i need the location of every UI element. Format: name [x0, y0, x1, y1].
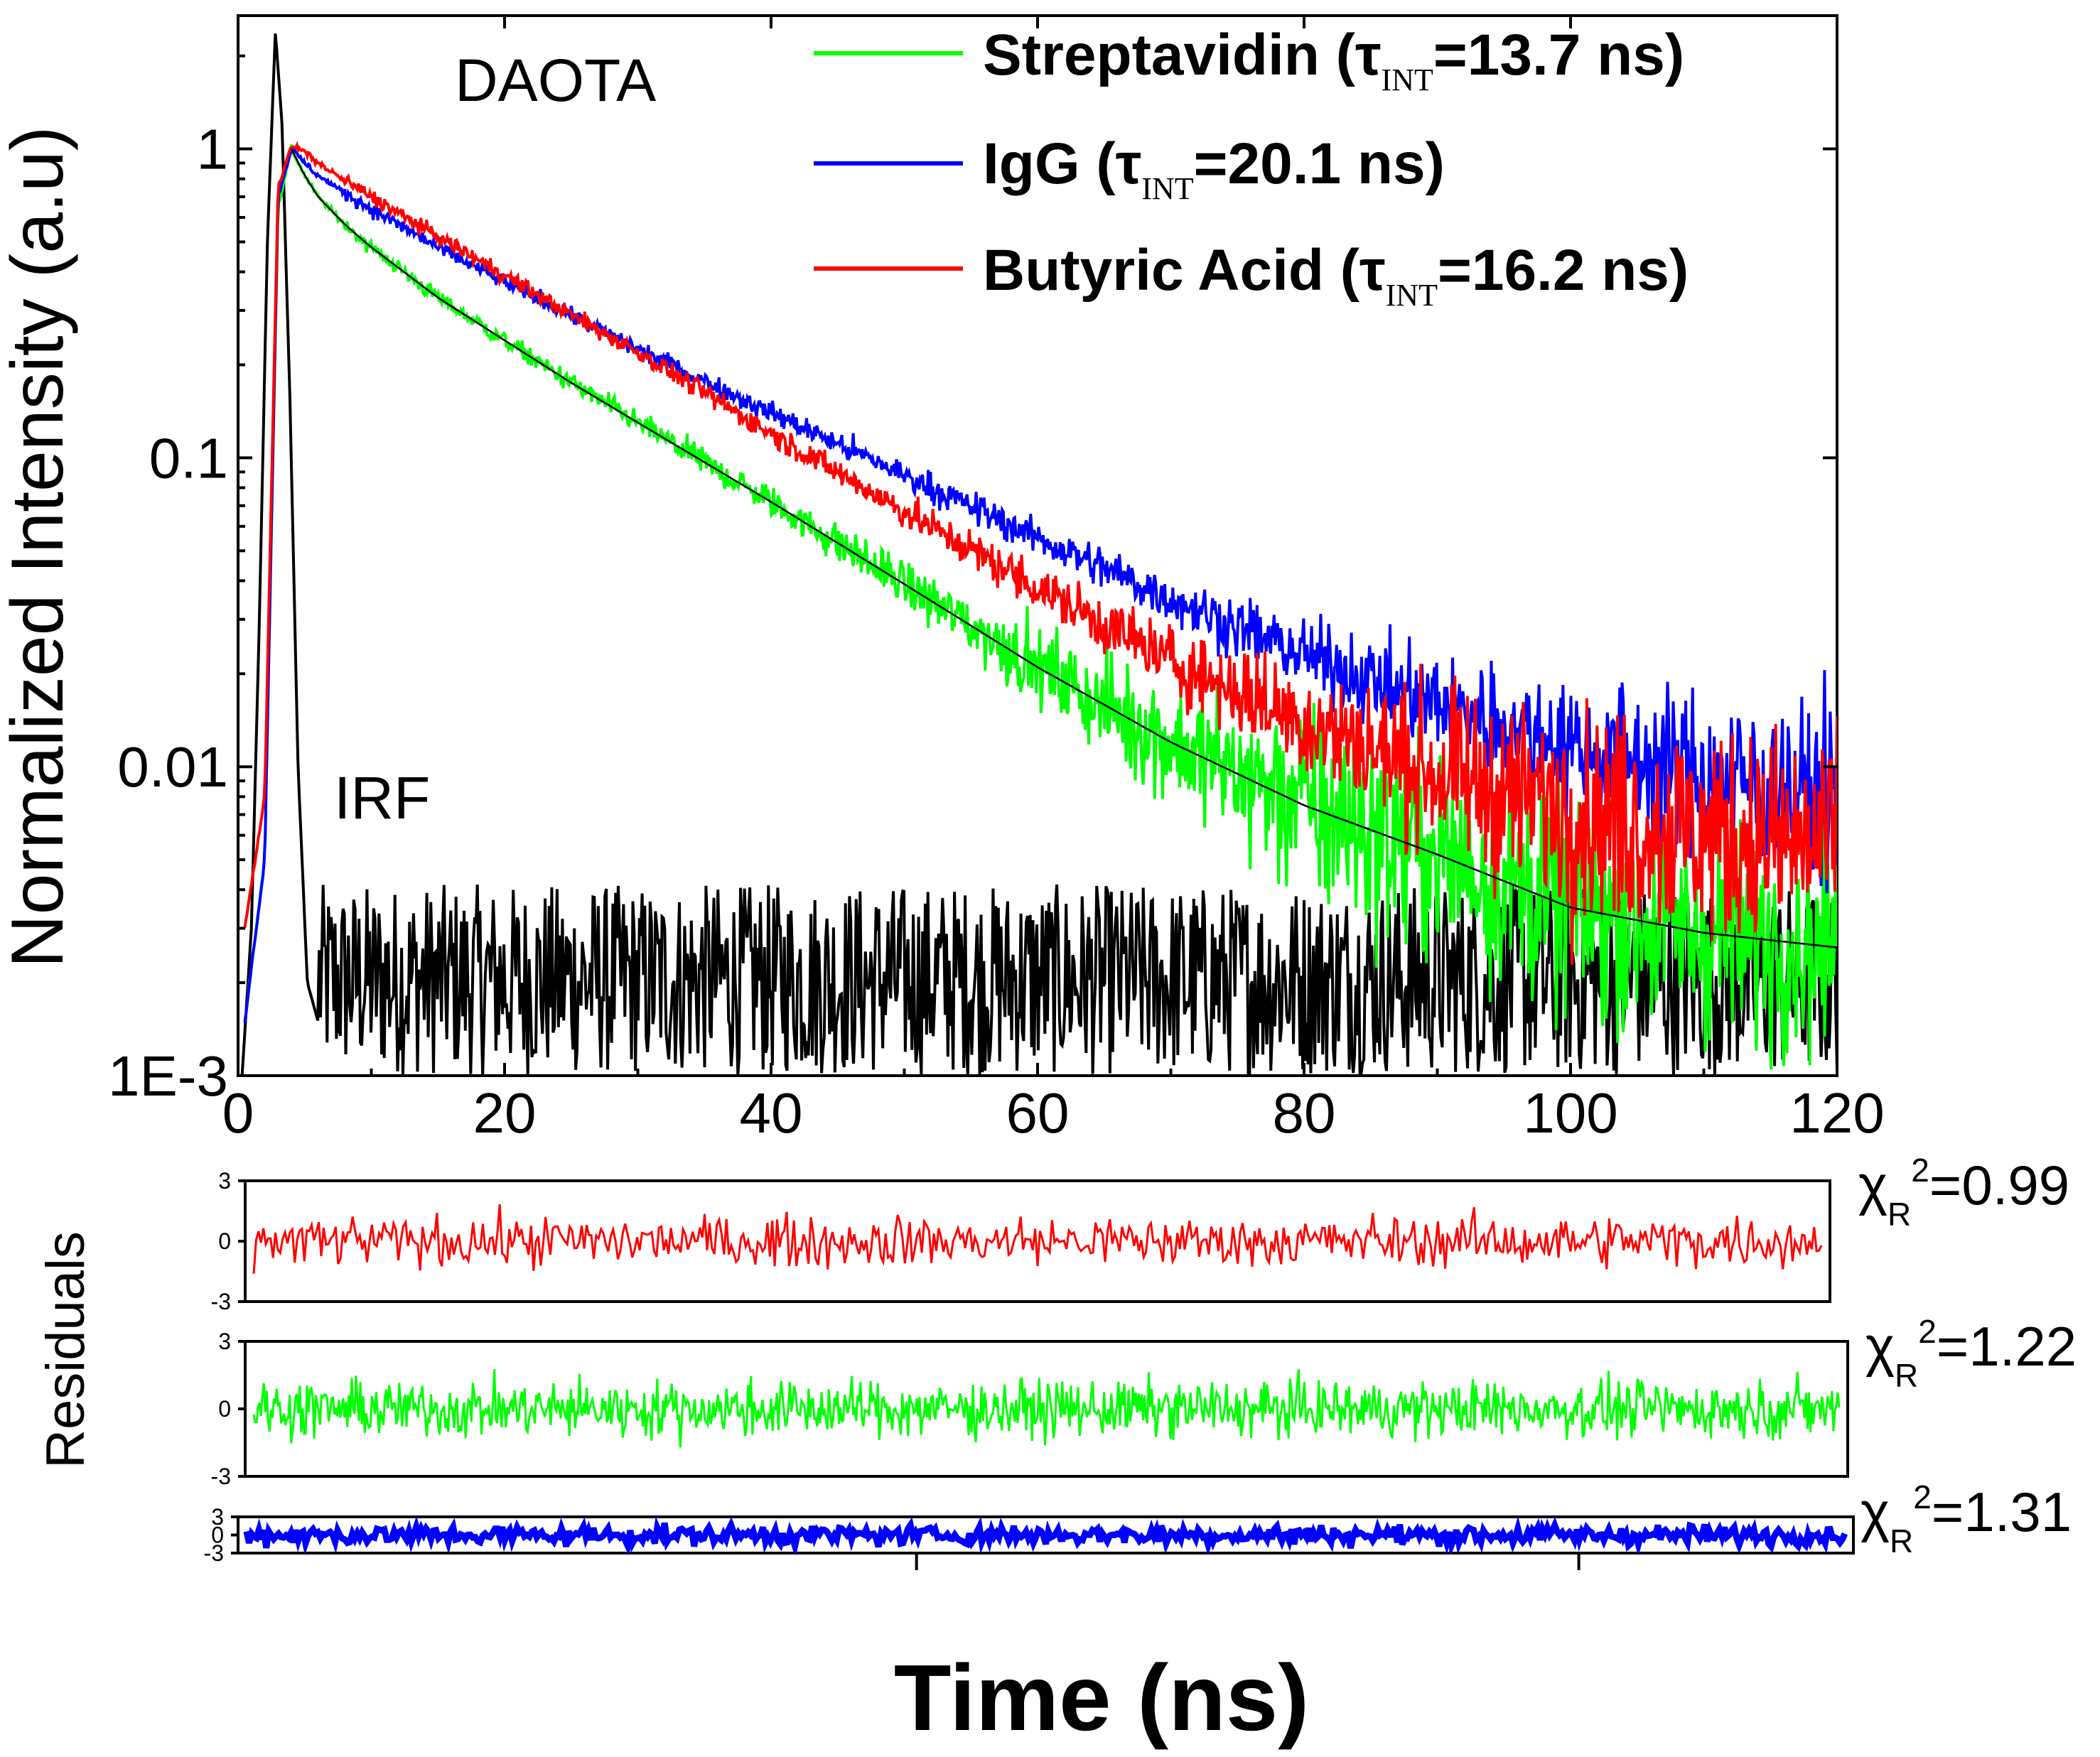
legend-label-streptavidin: Streptavidin (τINT=13.7 ns): [983, 23, 1684, 97]
x-tick-label: 0: [222, 1081, 254, 1145]
y-axis-label: Normalized Intensity (a.u): [0, 126, 79, 968]
residuals-axis-label: Residuals: [36, 1231, 96, 1469]
x-tick-label: 20: [473, 1081, 537, 1145]
residual-trace: [252, 1368, 1841, 1448]
irf-label: IRF: [334, 764, 430, 831]
series-irf: [240, 33, 1837, 1076]
residual-y-tick-label: 3: [218, 1168, 231, 1194]
residual-y-tick-label: 0: [218, 1396, 231, 1422]
legend-label-butyric-acid: Butyric Acid (τINT=16.2 ns): [983, 238, 1689, 313]
legend: Streptavidin (τINT=13.7 ns) IgG (τINT=20…: [814, 23, 1689, 313]
y-tick-label: 1E-3: [108, 1044, 228, 1108]
residual-y-tick-label: 3: [211, 1504, 224, 1530]
x-tick-label: 100: [1523, 1081, 1617, 1145]
fit-line: [290, 148, 1837, 948]
chi-square-blue: χR2=1.31: [1861, 1478, 2072, 1559]
residual-trace: [252, 1204, 1823, 1274]
plot-subtitle: DAOTA: [455, 47, 656, 114]
series-igg: [243, 147, 1837, 1023]
residual-y-tick-label: 3: [218, 1329, 231, 1354]
x-tick-label: 120: [1789, 1081, 1884, 1145]
x-axis-label: Time (ns): [894, 1645, 1309, 1750]
chi-square-green: χR2=1.22: [1865, 1313, 2077, 1394]
residual-y-tick-label: -3: [211, 1464, 231, 1489]
residual-y-tick-label: -3: [211, 1289, 231, 1314]
residual-panel-frame: [244, 1179, 1831, 1303]
series-butyric-acid: [243, 141, 1837, 966]
x-tick-label: 80: [1273, 1081, 1336, 1145]
chi-square-red: χR2=0.99: [1858, 1152, 2069, 1233]
y-tick-label: 1: [197, 118, 229, 181]
x-tick-label: 40: [740, 1081, 803, 1145]
x-tick-label: 60: [1006, 1081, 1070, 1145]
y-tick-label: 0.1: [149, 426, 228, 490]
residual-trace: [243, 1517, 1848, 1553]
residual-y-tick-label: 0: [211, 1523, 224, 1548]
residual-y-tick-label: -3: [204, 1540, 224, 1566]
residual-y-tick-label: 0: [218, 1228, 231, 1254]
y-tick-label: 0.01: [117, 735, 228, 799]
legend-label-igg: IgG (τINT=20.1 ns): [983, 131, 1445, 206]
